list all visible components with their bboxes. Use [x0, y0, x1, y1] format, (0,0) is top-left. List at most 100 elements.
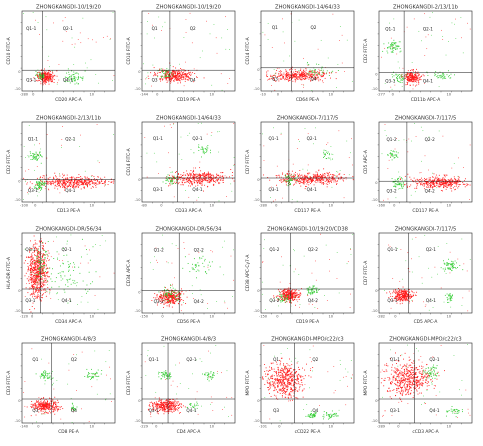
event-dot-sparse [71, 37, 73, 39]
event-dot-red [46, 183, 48, 185]
event-dot-green [201, 156, 202, 158]
event-dot-red [41, 72, 43, 74]
event-dot-sparse [229, 78, 230, 79]
event-dot-green [40, 75, 42, 77]
event-dot-red [210, 178, 212, 180]
event-dot-red [290, 72, 292, 74]
event-dot-green [401, 79, 403, 81]
event-dot-red [30, 273, 32, 275]
event-dot-sparse [283, 60, 285, 62]
event-dot-red [91, 180, 92, 182]
event-dot-sparse [392, 46, 394, 48]
event-dot-red [176, 295, 178, 297]
event-dot-red [306, 76, 308, 78]
event-dot-sparse [289, 55, 291, 57]
event-dot-sparse [112, 12, 114, 13]
event-dot-red [47, 287, 49, 289]
event-dot-red [334, 179, 336, 181]
event-dot-green [45, 250, 47, 252]
event-dot-green [439, 76, 441, 78]
event-dot-red [449, 183, 451, 185]
event-dot-red [432, 187, 434, 189]
event-dot-red [34, 264, 36, 266]
event-dot-red [110, 182, 112, 183]
event-dot-sparse [469, 199, 470, 200]
event-dot-red [316, 179, 318, 181]
event-dot-sparse [95, 183, 96, 184]
event-dot-green [37, 250, 39, 252]
event-dot-red [98, 183, 100, 185]
event-dot-green [38, 156, 40, 158]
event-dot-red [207, 175, 209, 177]
event-dot-green [164, 76, 166, 77]
event-dot-red [291, 74, 293, 76]
event-dot-green [401, 183, 403, 185]
event-dot-red [166, 292, 168, 294]
event-dot-red [417, 72, 419, 74]
event-dot-red [165, 302, 167, 304]
event-dot-green [86, 292, 87, 294]
event-dot-red [175, 171, 176, 173]
event-dot-red [157, 75, 159, 77]
event-dot-sparse [64, 17, 66, 18]
event-dot-green [393, 42, 395, 44]
event-dot-red [38, 79, 40, 81]
event-dot-sparse [53, 22, 54, 24]
event-dot-green [40, 162, 42, 164]
event-dot-green [166, 75, 168, 77]
event-dot-green [395, 185, 397, 187]
event-dot-red [407, 173, 409, 175]
event-dot-red [288, 75, 289, 77]
event-dot-sparse [307, 133, 309, 135]
event-dot-green [172, 177, 174, 179]
event-dot-green [162, 70, 163, 72]
x-axis-label: CD13 PE-A [57, 208, 80, 214]
event-dot-red [37, 296, 38, 298]
event-dot-sparse [34, 144, 35, 146]
event-dot-green [88, 271, 90, 273]
event-dot-green [36, 154, 38, 156]
event-dot-red [302, 74, 304, 76]
event-dot-red [316, 177, 317, 178]
event-dot-red [99, 182, 100, 184]
event-dot-red [42, 264, 44, 266]
event-dot-red [179, 74, 180, 76]
event-dot-sparse [436, 187, 438, 189]
event-dot-green [36, 182, 38, 184]
event-dot-red [43, 278, 45, 280]
event-dot-red [188, 75, 189, 77]
event-dot-sparse [216, 52, 218, 54]
event-dot-red [35, 184, 37, 186]
event-dot-green [398, 46, 400, 47]
event-dot-red [318, 179, 320, 181]
event-dot-sparse [420, 172, 422, 173]
event-dot-red [161, 296, 163, 298]
event-dot-red [280, 74, 282, 76]
event-dot-red [278, 78, 280, 80]
event-dot-sparse [185, 61, 186, 63]
event-dot-sparse [398, 140, 400, 141]
event-dot-red [315, 182, 317, 184]
event-dot-green [82, 79, 84, 81]
event-dot-red [426, 181, 428, 183]
event-dot-red [331, 177, 333, 178]
event-dot-red [293, 73, 295, 75]
event-dot-red [44, 74, 46, 76]
event-dot-red [462, 183, 464, 185]
event-dot-red [450, 188, 452, 190]
event-dot-red [407, 76, 409, 78]
event-dot-red [405, 76, 407, 77]
event-dot-red [306, 180, 308, 182]
event-dot-red [52, 182, 54, 184]
event-dot-red [87, 185, 88, 187]
event-dot-red [175, 78, 177, 80]
event-dot-red [173, 70, 175, 72]
event-dot-green [392, 150, 394, 152]
event-dot-green [45, 290, 47, 292]
event-dot-red [45, 265, 47, 267]
event-dot-red [274, 80, 276, 81]
event-dot-red [96, 183, 98, 185]
event-dot-red [180, 76, 182, 77]
event-dot-red [208, 173, 210, 175]
event-dot-red [32, 285, 33, 287]
